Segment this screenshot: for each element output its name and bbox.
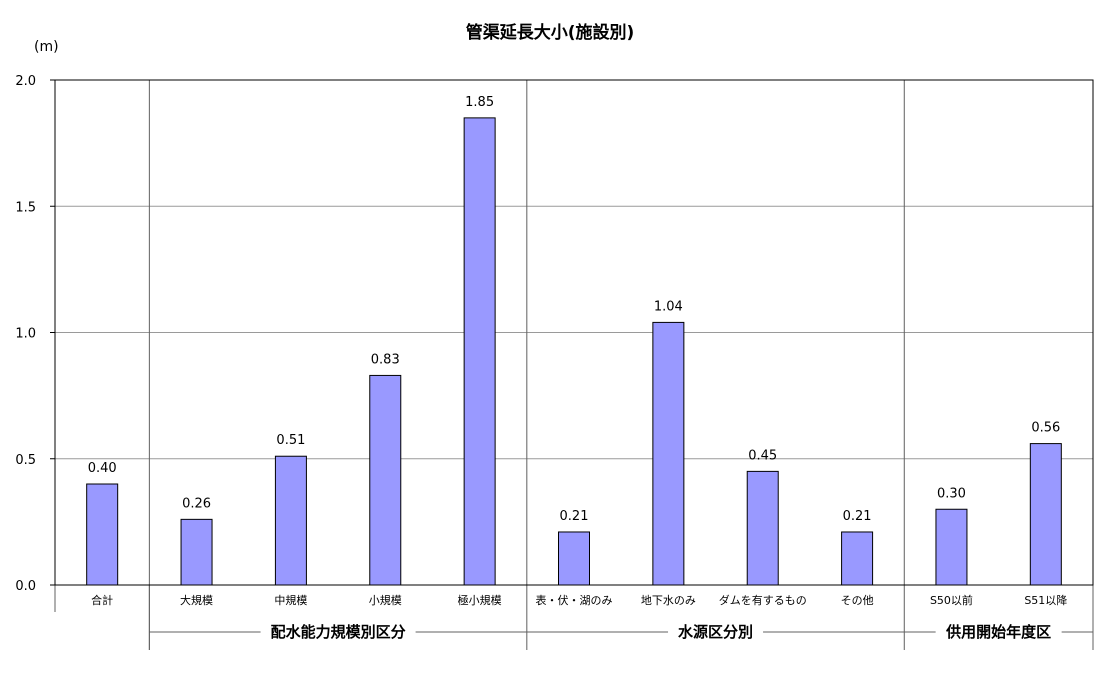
x-tick-label: 地下水のみ bbox=[641, 594, 696, 607]
data-label: 0.51 bbox=[276, 433, 305, 448]
data-label: 0.26 bbox=[182, 496, 211, 511]
x-tick-label: 中規模 bbox=[274, 593, 307, 607]
bar bbox=[274, 455, 307, 586]
data-label: 0.83 bbox=[371, 352, 400, 367]
bar bbox=[746, 470, 779, 586]
data-label: 0.30 bbox=[937, 486, 966, 501]
data-label: 1.85 bbox=[465, 95, 494, 110]
bar bbox=[86, 483, 119, 586]
x-tick-label: 表・伏・湖のみ bbox=[536, 593, 613, 607]
y-tick-label: 0.0 bbox=[15, 579, 36, 594]
data-label: 0.40 bbox=[88, 461, 117, 476]
x-tick-label: その他 bbox=[841, 594, 874, 607]
data-label: 0.21 bbox=[843, 509, 872, 524]
y-tick-label: 1.5 bbox=[15, 200, 36, 215]
x-tick-label: S50以前 bbox=[930, 593, 973, 607]
x-tick-label: 極小規模 bbox=[458, 593, 502, 607]
y-tick-label: 2.0 bbox=[15, 74, 36, 89]
bar bbox=[1029, 443, 1062, 586]
x-tick-label: S51以降 bbox=[1024, 593, 1067, 607]
x-tick-label: ダムを有するもの bbox=[719, 593, 807, 607]
bar bbox=[652, 321, 685, 586]
bar bbox=[463, 117, 496, 586]
group-label: 水源区分別 bbox=[678, 623, 753, 641]
bar bbox=[935, 508, 968, 586]
group-label: 配水能力規模別区分 bbox=[271, 623, 406, 641]
group-label: 供用開始年度区 bbox=[945, 623, 1051, 641]
bar bbox=[841, 531, 874, 586]
y-tick-label: 1.0 bbox=[15, 327, 36, 342]
bar bbox=[558, 531, 590, 586]
x-tick-label: 大規模 bbox=[180, 593, 213, 607]
bar bbox=[180, 518, 213, 586]
chart-title: 管渠延長大小(施設別) bbox=[466, 22, 635, 43]
data-label: 1.04 bbox=[654, 299, 683, 314]
data-label: 0.21 bbox=[560, 509, 589, 524]
y-axis-unit: (m) bbox=[34, 39, 59, 55]
x-tick-label: 合計 bbox=[91, 593, 113, 607]
bar bbox=[369, 374, 402, 586]
y-tick-label: 0.5 bbox=[15, 453, 36, 468]
data-label: 0.45 bbox=[748, 448, 777, 463]
x-tick-label: 小規模 bbox=[369, 593, 402, 607]
data-label: 0.56 bbox=[1031, 421, 1060, 436]
